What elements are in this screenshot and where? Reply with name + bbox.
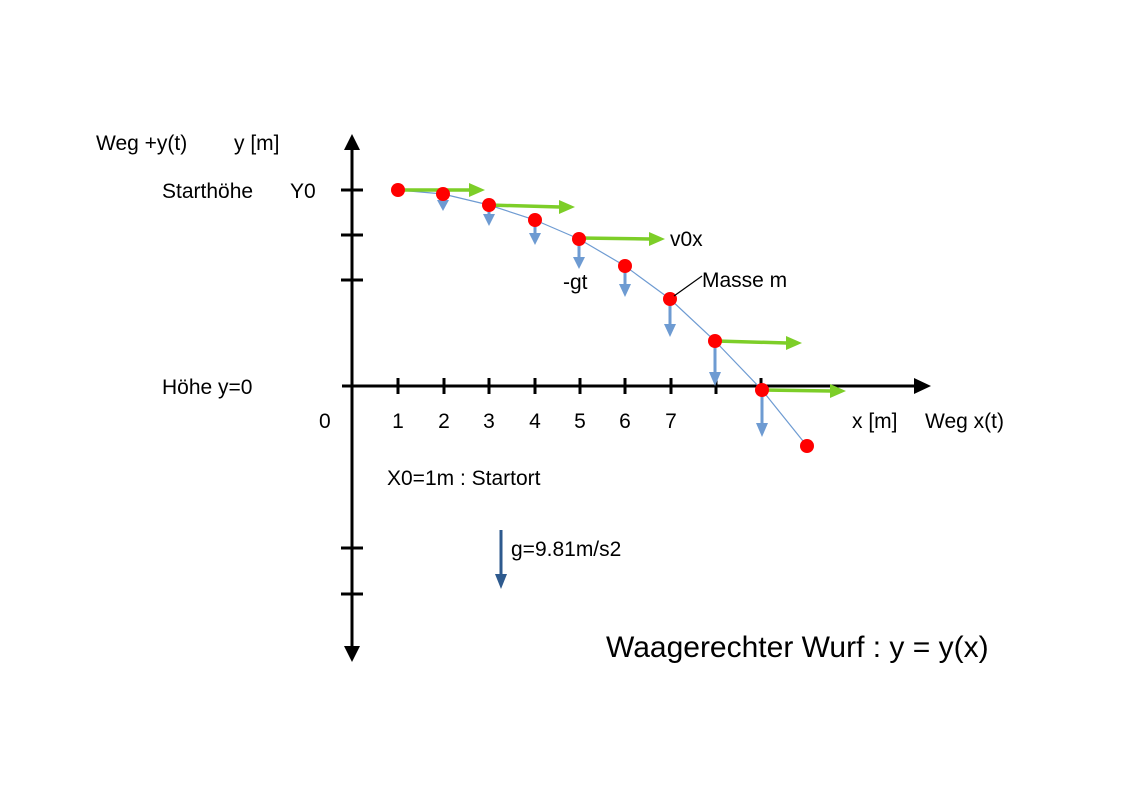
gravity-component-arrow: [709, 343, 721, 386]
gravity-label: g=9.81m/s2: [511, 538, 621, 561]
y-axis-arrow-down-icon: [344, 646, 360, 662]
mass-point: [755, 383, 769, 397]
mass-point: [528, 213, 542, 227]
x-axis: [342, 378, 931, 394]
x-tick-label: 5: [574, 410, 586, 433]
velocity-arrow: [715, 336, 802, 350]
x-tick-label: 1: [392, 410, 404, 433]
diagram-title: Waagerechter Wurf : y = y(x): [606, 631, 989, 664]
y-axis: [341, 134, 363, 662]
gravity-component-arrow: [756, 392, 768, 437]
x-tick-labels: 1 2 3 4 5 6 7: [392, 410, 677, 433]
gravity-arrow: [495, 530, 507, 589]
gravity-component-arrow: [664, 301, 676, 337]
mass-label-leader: [673, 275, 703, 297]
x-tick-label: 4: [529, 410, 541, 433]
x-tick-label: 6: [619, 410, 631, 433]
origin-label: 0: [319, 410, 331, 433]
y-axis-arrow-up-icon: [344, 134, 360, 150]
y-unit-label: y [m]: [234, 132, 280, 155]
start-place-label: X0=1m : Startort: [387, 467, 541, 490]
gravity-components: [437, 196, 768, 437]
y0-label: Y0: [290, 180, 316, 203]
x-unit-label: x [m]: [852, 410, 898, 433]
mass-point: [436, 187, 450, 201]
trajectory-curve: [397, 189, 808, 447]
velocity-arrow: [760, 384, 846, 398]
velocity-arrows: [398, 183, 846, 398]
x-tick-label: 7: [665, 410, 677, 433]
mass-points: [391, 183, 814, 453]
v0x-label: v0x: [670, 228, 703, 251]
velocity-arrow: [398, 183, 485, 197]
mass-point: [618, 259, 632, 273]
start-height-label: Starthöhe: [162, 180, 253, 203]
mass-label: Masse m: [702, 269, 787, 292]
velocity-arrow: [578, 232, 665, 246]
mass-point: [572, 232, 586, 246]
mass-point: [800, 439, 814, 453]
x-tick-label: 2: [438, 410, 450, 433]
x-tick-label: 3: [483, 410, 495, 433]
mass-point: [391, 183, 405, 197]
y-axis-title: Weg +y(t): [96, 132, 187, 155]
mass-point: [663, 292, 677, 306]
velocity-arrow: [488, 200, 575, 214]
mass-point: [482, 198, 496, 212]
height-zero-label: Höhe y=0: [162, 376, 252, 399]
x-axis-title: Weg x(t): [925, 410, 1004, 433]
mass-point: [708, 334, 722, 348]
gt-label: -gt: [563, 271, 588, 294]
x-axis-arrow-icon: [914, 378, 931, 394]
